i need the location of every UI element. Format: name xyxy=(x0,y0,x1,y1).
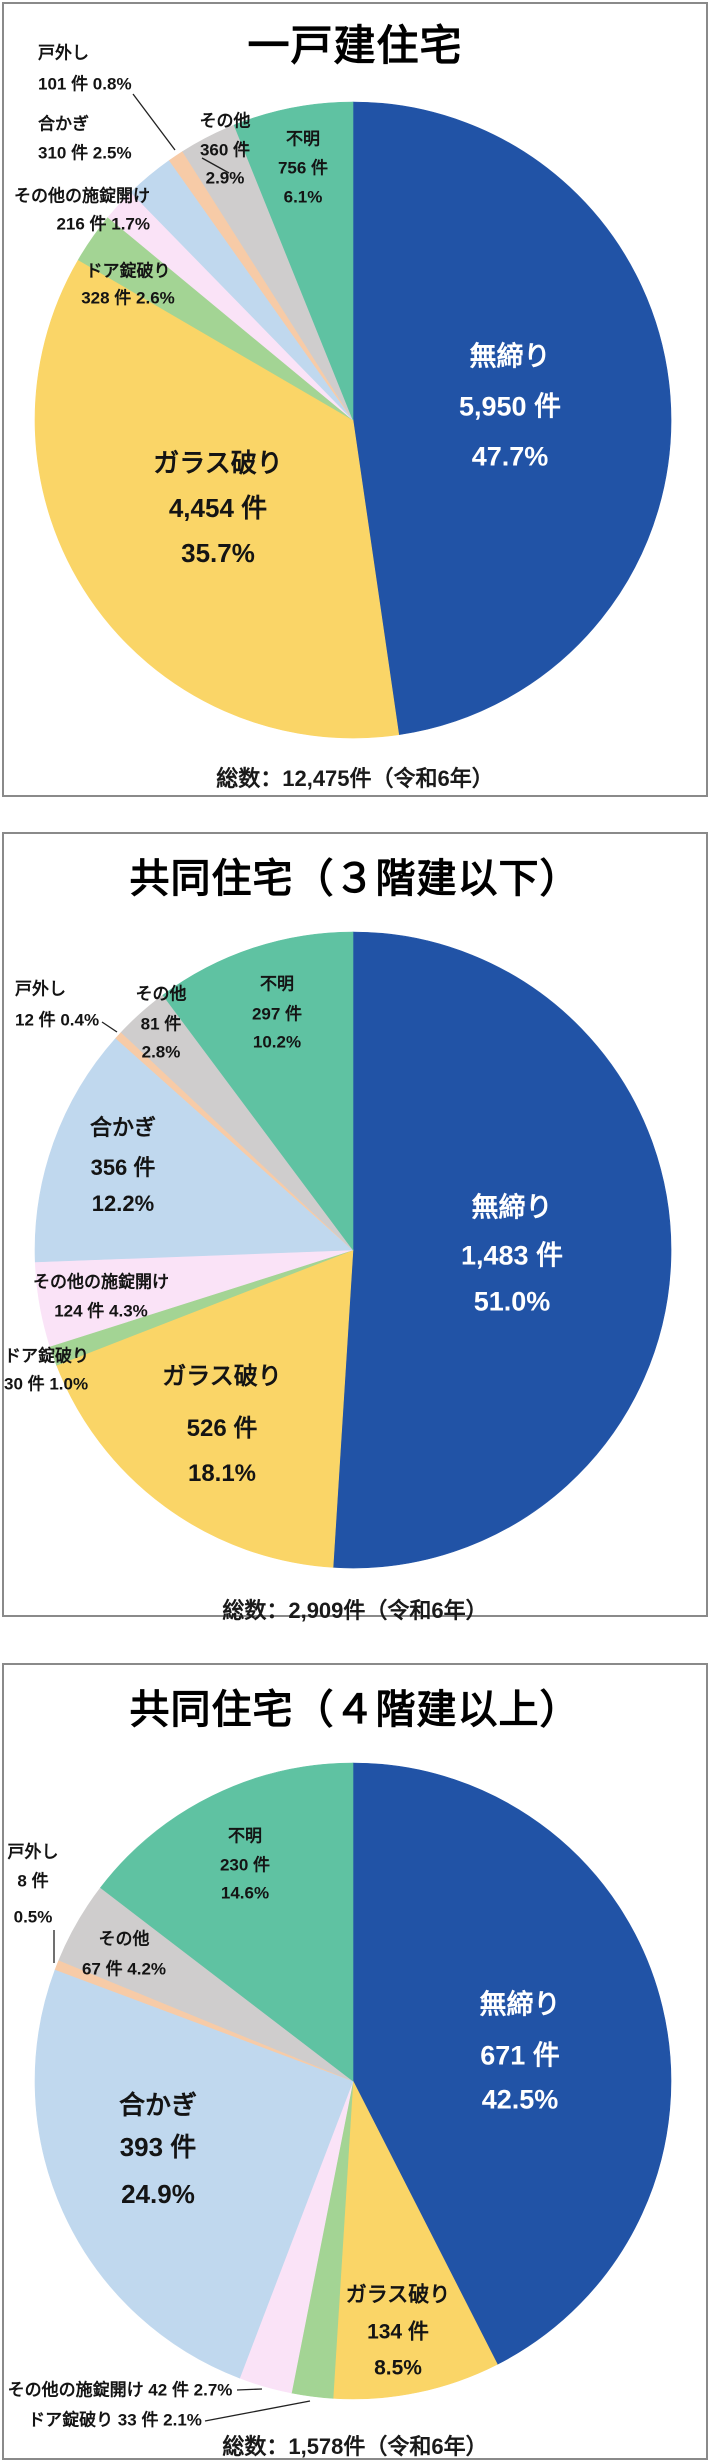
slice-label-その他の施錠開け-line2: 124 件 4.3% xyxy=(54,1301,148,1321)
slice-label-不明-line3: 10.2% xyxy=(252,1032,302,1052)
slice-label-その他-line1: その他 xyxy=(135,984,187,1004)
slice-label-その他-line3: 2.9% xyxy=(205,168,245,188)
slice-label-無締り-line2: 5,950 件 xyxy=(458,391,562,422)
slice-label-戸外し-line2: 12 件 0.4% xyxy=(15,1010,100,1030)
chart-panel-apartment-low xyxy=(2,832,708,1617)
slice-label-不明-line3: 14.6% xyxy=(220,1883,270,1903)
chart-panel-apartment-high xyxy=(2,1663,708,2460)
slice-label-合かぎ-line3: 24.9% xyxy=(121,2179,195,2209)
slice-label-その他-line1: その他 xyxy=(98,1929,150,1949)
chart-title: 一戸建住宅 xyxy=(247,22,463,69)
slice-label-その他の施錠開け-line1: その他の施錠開け xyxy=(33,1272,169,1292)
slice-label-戸外し-line3: 0.5% xyxy=(13,1907,53,1927)
slice-label-無締り-line3: 42.5% xyxy=(481,2084,559,2115)
slice-label-合かぎ-line1: 合かぎ xyxy=(118,2090,198,2120)
slice-label-不明-line2: 756 件 xyxy=(277,158,329,178)
slice-label-戸外し-line2: 8 件 xyxy=(17,1871,49,1891)
slice-label-合かぎ-line1: 合かぎ xyxy=(38,114,89,134)
slice-label-ドア錠破り-line1: ドア錠破り xyxy=(4,1346,89,1366)
slice-label-無締り-line1: 無締り xyxy=(479,1989,561,2020)
slice-label-ガラス破り-line1: ガラス破り xyxy=(345,2283,451,2307)
slice-label-その他の施錠開け-line1: その他の施錠開け 42 件 2.7% xyxy=(7,2380,233,2400)
slice-label-無締り-line3: 51.0% xyxy=(473,1286,551,1317)
slice-label-合かぎ-line2: 356 件 xyxy=(90,1155,156,1180)
slice-label-その他-line2: 360 件 xyxy=(199,140,251,160)
slice-label-ドア錠破り-line2: 30 件 1.0% xyxy=(4,1374,89,1394)
slice-label-不明-line1: 不明 xyxy=(228,1826,262,1846)
slice-label-合かぎ-line1: 合かぎ xyxy=(89,1115,157,1140)
chart-title: 共同住宅（３階建以下） xyxy=(129,857,581,901)
chart-total: 総数：2,909件（令和6年） xyxy=(222,1598,488,1623)
slice-label-合かぎ-line2: 393 件 xyxy=(119,2132,197,2162)
slice-label-無締り-line3: 47.7% xyxy=(471,441,549,472)
slice-label-その他-line3: 2.8% xyxy=(141,1042,181,1062)
slice-label-合かぎ-line2: 310 件 2.5% xyxy=(38,143,132,163)
slice-label-その他の施錠開け-line1: その他の施錠開け xyxy=(14,186,150,206)
slice-label-無締り-line1: 無締り xyxy=(469,341,551,372)
slice-label-ガラス破り-line3: 8.5% xyxy=(374,2356,422,2380)
chart-total: 総数：1,578件（令和6年） xyxy=(222,2434,488,2459)
slice-label-ドア錠破り-line2: 328 件 2.6% xyxy=(81,288,175,308)
slice-label-ガラス破り-line3: 18.1% xyxy=(187,1460,257,1487)
slice-label-その他-line1: その他 xyxy=(199,111,251,131)
slice-label-不明-line2: 297 件 xyxy=(251,1004,303,1024)
slice-label-その他の施錠開け-line2: 216 件 1.7% xyxy=(56,214,150,234)
slice-label-ドア錠破り-line1: ドア錠破り xyxy=(85,261,171,281)
slice-label-ドア錠破り-line1: ドア錠破り 33 件 2.1% xyxy=(28,2410,202,2430)
slice-label-不明-line3: 6.1% xyxy=(283,187,323,207)
chart-panel-detached-house xyxy=(2,2,708,797)
slice-label-戸外し-line1: 戸外し xyxy=(7,1842,59,1862)
slice-label-合かぎ-line3: 12.2% xyxy=(91,1191,155,1216)
slice-label-戸外し-line1: 戸外し xyxy=(38,43,89,63)
slice-label-その他-line2: 67 件 4.2% xyxy=(81,1959,167,1979)
slice-label-戸外し-line1: 戸外し xyxy=(15,979,66,999)
slice-label-ガラス破り-line1: ガラス破り xyxy=(153,448,283,478)
slice-label-ガラス破り-line2: 134 件 xyxy=(367,2320,429,2344)
slice-label-ガラス破り-line3: 35.7% xyxy=(181,538,255,568)
slice-label-ガラス破り-line1: ガラス破り xyxy=(162,1363,282,1390)
slice-label-ガラス破り-line2: 4,454 件 xyxy=(168,493,268,523)
slice-label-不明-line1: 不明 xyxy=(260,974,294,994)
slice-label-戸外し-line2: 101 件 0.8% xyxy=(38,74,132,94)
chart-total: 総数：12,475件（令和6年） xyxy=(216,766,494,791)
slice-label-不明-line1: 不明 xyxy=(286,129,320,149)
chart-title: 共同住宅（４階建以上） xyxy=(129,1688,581,1732)
slice-label-無締り-line1: 無締り xyxy=(471,1192,553,1223)
slice-label-無締り-line2: 671 件 xyxy=(480,2040,560,2071)
slice-label-無締り-line2: 1,483 件 xyxy=(460,1240,564,1271)
slice-label-ガラス破り-line2: 526 件 xyxy=(186,1415,258,1442)
slice-label-その他-line2: 81 件 xyxy=(140,1014,182,1034)
slice-label-不明-line2: 230 件 xyxy=(219,1855,271,1875)
